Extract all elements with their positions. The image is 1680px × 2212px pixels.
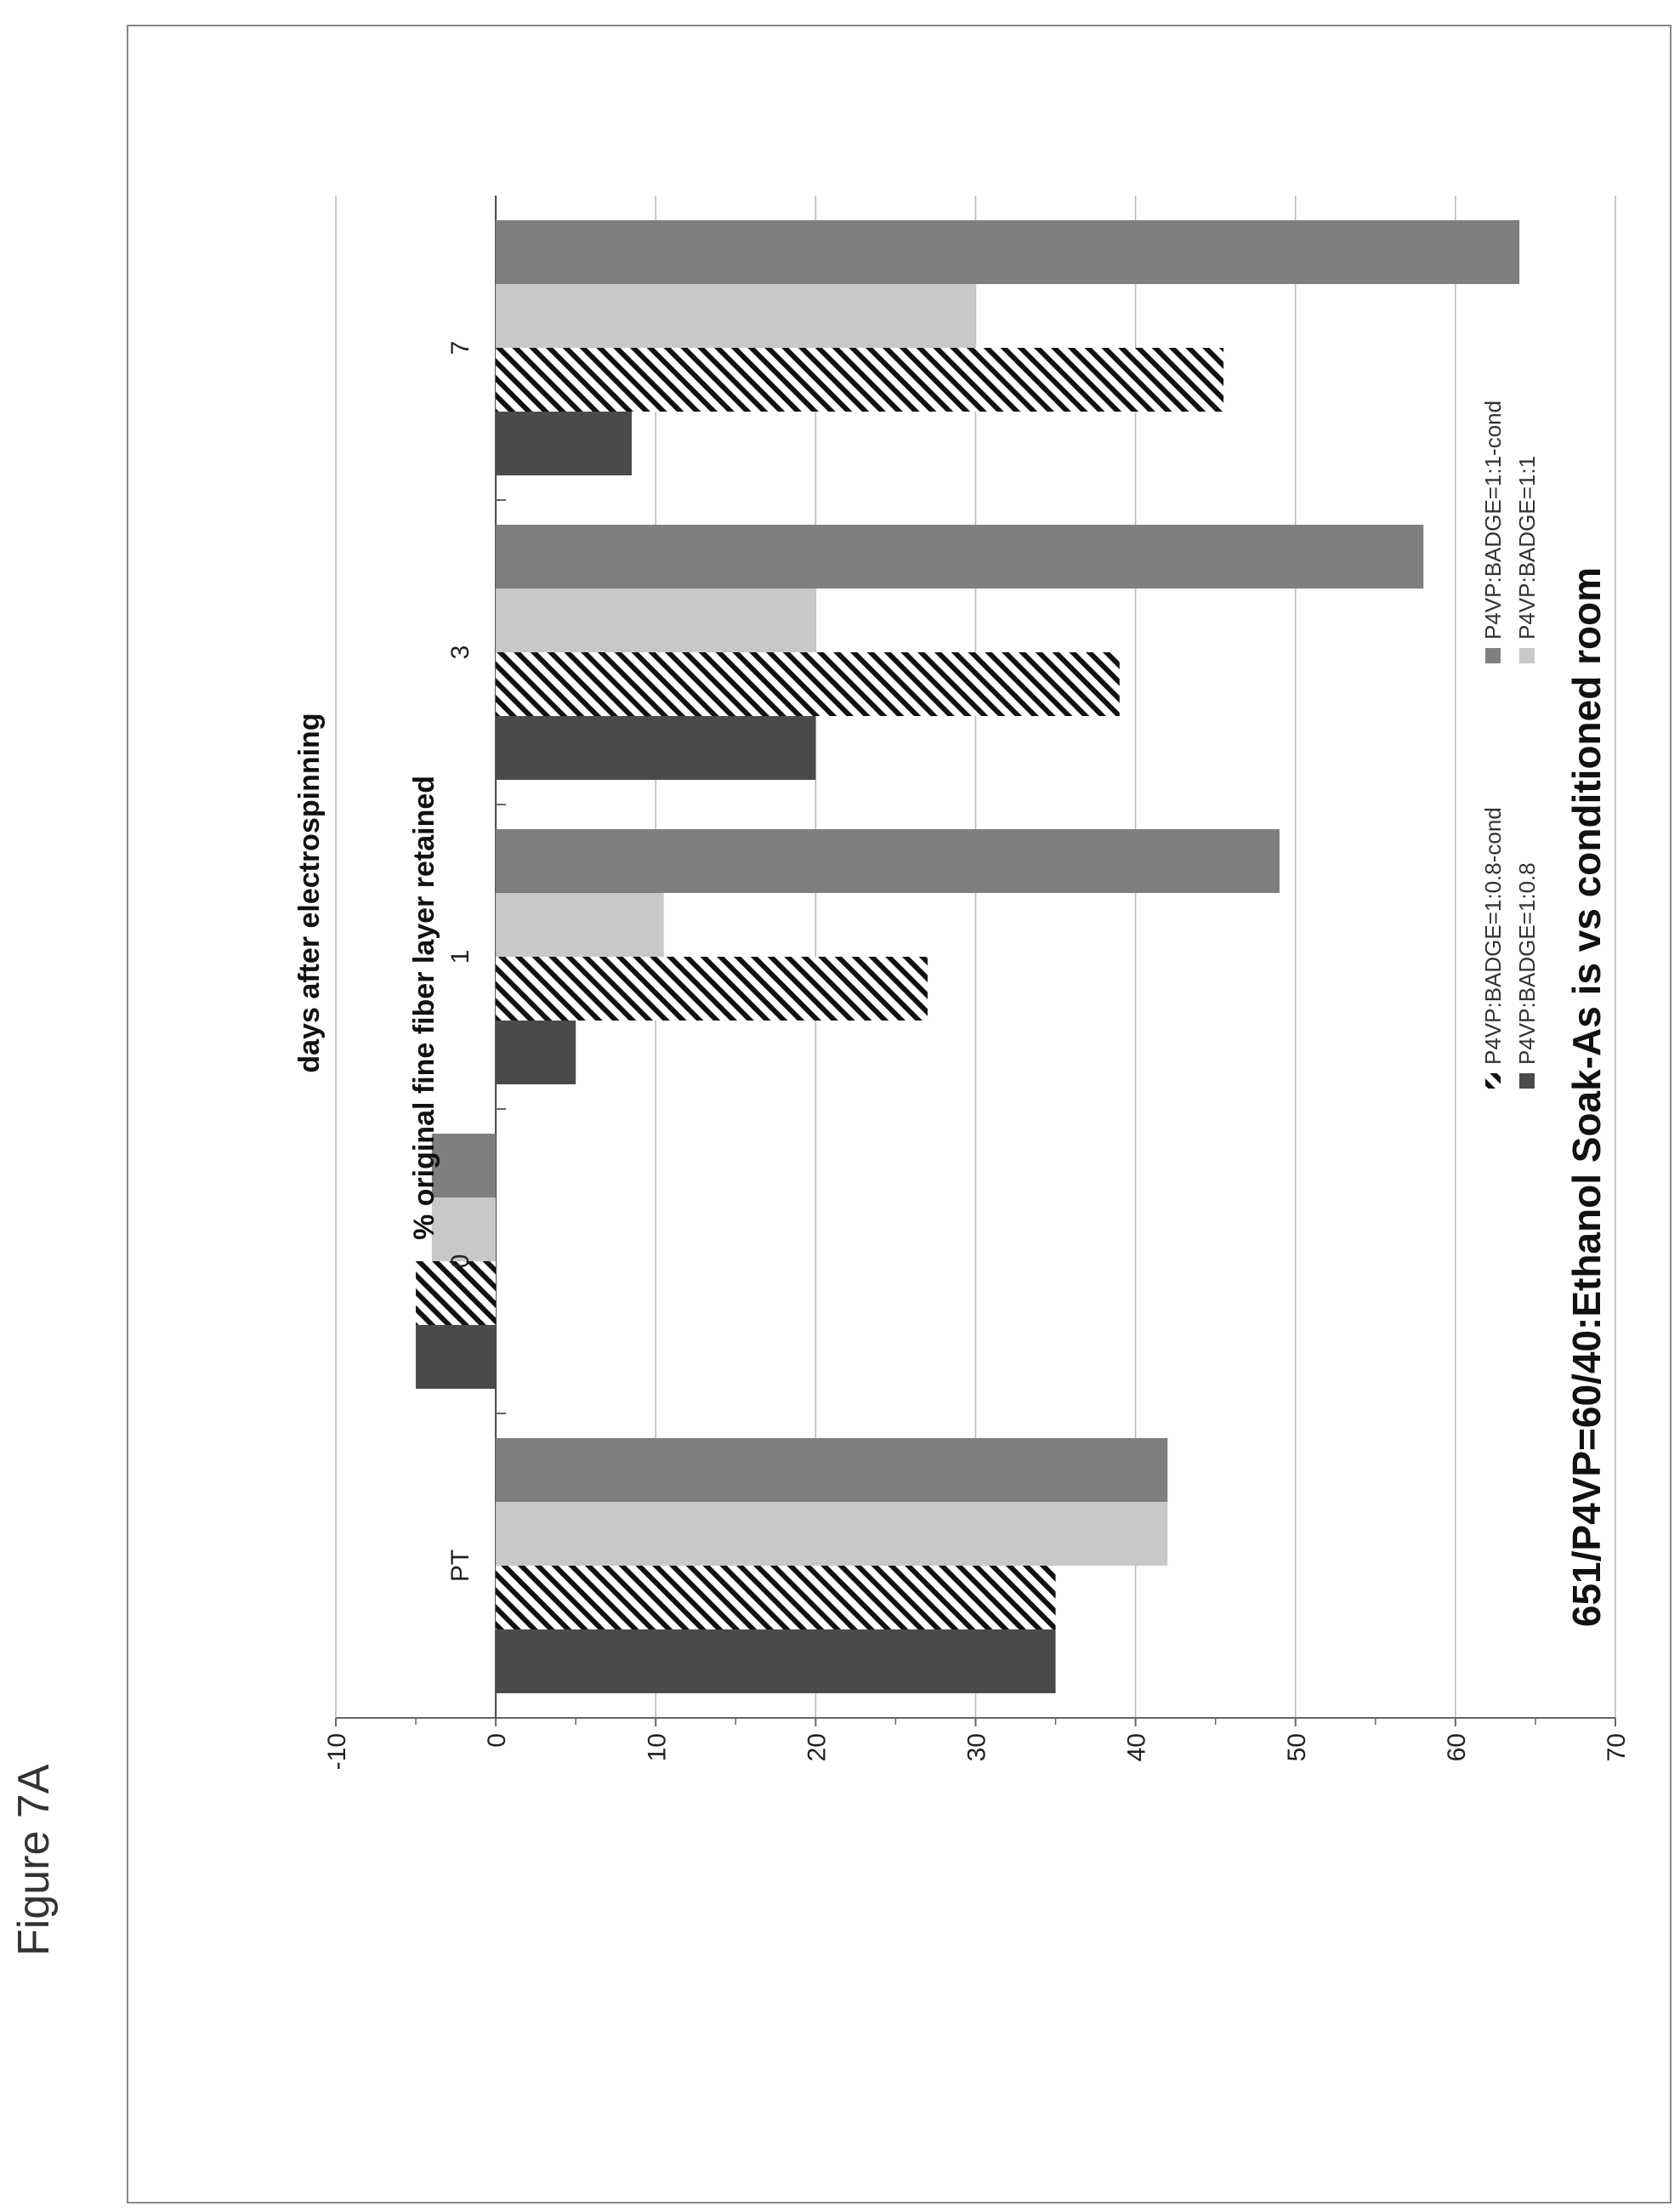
x-tick-label: PT — [446, 1550, 474, 1582]
y-tick-label: 70 — [1603, 1733, 1631, 1761]
x-axis-title: days after electrospinning — [293, 713, 326, 1072]
bar-PT-series-1 — [496, 1566, 1056, 1629]
legend-label-0: P4VP:BADGE=1:0.8 — [1514, 862, 1540, 1065]
y-axis-ticks: -10 0 10 20 30 40 50 60 70 — [323, 1733, 1631, 1770]
legend-label-2: P4VP:BADGE=1:1 — [1514, 456, 1540, 640]
legend: P4VP:BADGE=1:0.8 P4VP:BADGE=1:0.8-cond P4V… — [1480, 401, 1540, 1089]
bar-3-series-2 — [496, 589, 816, 652]
y-tick-label: -10 — [323, 1733, 351, 1770]
y-tick-label: 10 — [643, 1733, 671, 1761]
bar-1-series-0 — [496, 1021, 576, 1084]
y-tick-label: 20 — [803, 1733, 831, 1761]
bar-PT-series-3 — [496, 1438, 1168, 1502]
bar-7-series-2 — [496, 284, 976, 348]
x-tick-label: 1 — [446, 950, 474, 964]
bar-1-series-1 — [496, 957, 928, 1021]
x-tick-label: 3 — [446, 645, 474, 660]
chart-frame — [127, 25, 1671, 2203]
bar-0-series-2 — [431, 1197, 497, 1261]
x-tick-label: 7 — [446, 341, 474, 355]
bar-1-series-2 — [496, 893, 664, 957]
bar-0-series-1 — [416, 1261, 497, 1325]
legend-label-3: P4VP:BADGE=1:1-cond — [1480, 401, 1506, 640]
bar-3-series-0 — [496, 716, 816, 780]
y-tick-label: 40 — [1123, 1733, 1151, 1761]
bar-3-series-1 — [496, 652, 1120, 716]
legend-swatch-2 — [1519, 648, 1535, 663]
legend-swatch-1 — [1485, 1073, 1501, 1089]
y-tick-label: 30 — [963, 1733, 991, 1761]
y-tick-label: 50 — [1283, 1733, 1311, 1761]
bar-7-series-3 — [496, 220, 1520, 284]
x-tick-label: 0 — [446, 1254, 474, 1269]
bars — [416, 220, 1520, 1693]
bar-3-series-3 — [496, 525, 1424, 589]
bar-0-series-3 — [431, 1134, 497, 1197]
bar-PT-series-0 — [496, 1629, 1056, 1693]
y-tick-label: 60 — [1443, 1733, 1471, 1761]
y-axis-title: % original fine fiber layer retained — [408, 776, 440, 1240]
bar-PT-series-2 — [496, 1502, 1168, 1566]
y-tick-label: 0 — [483, 1733, 511, 1748]
chart-title: 651/P4VP=60/40:Ethanol Soak-As is vs con… — [1564, 567, 1609, 1627]
bar-7-series-0 — [496, 412, 633, 475]
bar-7-series-1 — [496, 348, 1224, 412]
legend-swatch-3 — [1485, 648, 1501, 663]
legend-swatch-0 — [1519, 1073, 1535, 1089]
bar-1-series-3 — [496, 829, 1280, 893]
x-axis-labels: PT 0 1 3 7 — [446, 341, 507, 1582]
legend-label-1: P4VP:BADGE=1:0.8-cond — [1480, 807, 1506, 1065]
bar-0-series-0 — [416, 1325, 497, 1389]
